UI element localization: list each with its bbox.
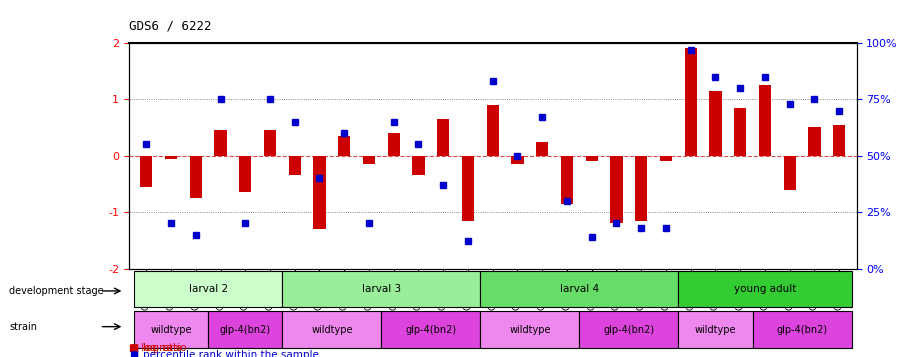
Text: wildtype: wildtype <box>311 325 353 335</box>
Bar <box>833 125 845 156</box>
FancyBboxPatch shape <box>679 271 852 307</box>
Text: development stage: development stage <box>9 286 104 296</box>
Text: ■: ■ <box>129 343 138 353</box>
Text: wildtype: wildtype <box>509 325 551 335</box>
FancyBboxPatch shape <box>481 311 579 348</box>
Text: glp-4(bn2): glp-4(bn2) <box>405 325 457 335</box>
Text: ■: ■ <box>129 350 138 357</box>
Text: wildtype: wildtype <box>694 325 736 335</box>
Bar <box>363 156 375 164</box>
Bar <box>437 119 449 156</box>
Bar <box>239 156 251 192</box>
FancyBboxPatch shape <box>481 271 679 307</box>
FancyBboxPatch shape <box>381 311 481 348</box>
Text: glp-4(bn2): glp-4(bn2) <box>603 325 655 335</box>
Text: percentile rank within the sample: percentile rank within the sample <box>143 350 319 357</box>
Bar <box>140 156 153 187</box>
Text: larval 3: larval 3 <box>362 284 401 294</box>
FancyBboxPatch shape <box>134 311 208 348</box>
Bar <box>511 156 524 164</box>
Bar <box>461 156 474 221</box>
Bar <box>684 49 697 156</box>
Bar <box>486 105 499 156</box>
Bar <box>659 156 672 161</box>
Bar <box>784 156 796 190</box>
Bar <box>263 130 276 156</box>
Bar <box>809 127 821 156</box>
FancyBboxPatch shape <box>679 311 752 348</box>
FancyBboxPatch shape <box>283 311 381 348</box>
Text: ■ log ratio: ■ log ratio <box>129 343 181 353</box>
Bar <box>709 91 722 156</box>
Text: GDS6 / 6222: GDS6 / 6222 <box>129 19 212 32</box>
FancyBboxPatch shape <box>208 311 283 348</box>
Bar <box>734 108 746 156</box>
Bar <box>586 156 598 161</box>
FancyBboxPatch shape <box>134 271 283 307</box>
Text: wildtype: wildtype <box>150 325 192 335</box>
FancyBboxPatch shape <box>752 311 852 348</box>
Bar <box>611 156 623 223</box>
Bar <box>759 85 771 156</box>
Bar <box>388 133 400 156</box>
FancyBboxPatch shape <box>579 311 679 348</box>
Text: log ratio: log ratio <box>143 343 186 353</box>
Text: larval 2: larval 2 <box>189 284 227 294</box>
Bar <box>190 156 202 198</box>
FancyBboxPatch shape <box>283 271 481 307</box>
Bar <box>413 156 425 176</box>
Text: larval 4: larval 4 <box>560 284 599 294</box>
Bar <box>215 130 227 156</box>
Text: young adult: young adult <box>734 284 796 294</box>
Bar <box>165 156 177 159</box>
Text: strain: strain <box>9 322 37 332</box>
Bar <box>313 156 326 229</box>
Bar <box>288 156 301 176</box>
Text: glp-4(bn2): glp-4(bn2) <box>220 325 271 335</box>
Bar <box>561 156 573 204</box>
Text: glp-4(bn2): glp-4(bn2) <box>776 325 828 335</box>
Bar <box>635 156 647 221</box>
Bar <box>536 142 548 156</box>
Bar <box>338 136 350 156</box>
